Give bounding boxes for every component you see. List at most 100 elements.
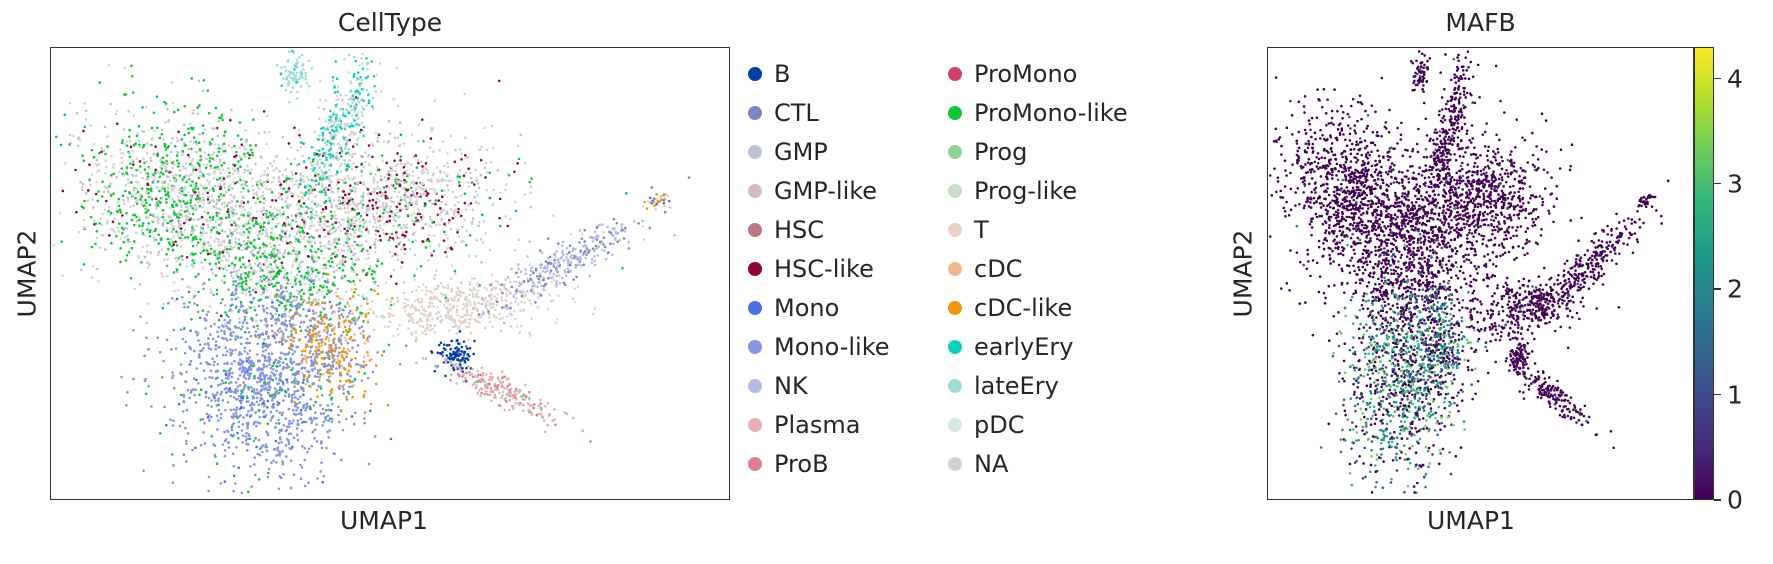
cell-point	[267, 219, 270, 222]
cell-point	[277, 222, 281, 225]
cell-point	[440, 200, 443, 204]
cell-point	[171, 197, 174, 201]
cell-point	[336, 354, 340, 357]
cell-point	[381, 159, 385, 163]
cell-point	[311, 353, 315, 356]
cell-point	[413, 195, 417, 198]
cell-point	[383, 175, 387, 179]
cell-point	[311, 163, 314, 167]
cell-point	[245, 357, 249, 360]
cell-point	[397, 144, 401, 148]
cell-point	[214, 340, 218, 343]
cell-point	[320, 446, 324, 450]
cell-point	[269, 231, 273, 235]
cell-point	[239, 401, 243, 405]
cell-point	[326, 368, 330, 372]
cell-point	[324, 342, 327, 346]
cell-point	[374, 203, 377, 207]
cell-point	[374, 131, 378, 135]
cell-point	[84, 117, 88, 121]
cell-point	[324, 266, 328, 270]
cell-point	[457, 234, 460, 238]
cell-point	[361, 203, 365, 206]
cell-point	[140, 195, 143, 198]
cell-point	[317, 149, 321, 152]
cell-point	[133, 213, 137, 217]
cell-point	[344, 181, 347, 184]
cell-point	[348, 184, 352, 187]
cell-point	[144, 211, 148, 214]
cell-point	[388, 211, 392, 215]
cell-point	[258, 335, 261, 339]
cell-point	[139, 193, 143, 196]
cell-point	[299, 303, 303, 306]
cell-point	[446, 173, 449, 177]
cell-point	[226, 430, 230, 434]
cell-point	[246, 187, 250, 191]
cell-point	[234, 411, 238, 415]
cell-point	[322, 215, 326, 218]
cell-point	[149, 195, 152, 198]
cell-point	[529, 205, 533, 209]
cell-point	[374, 382, 378, 386]
cell-point	[210, 199, 214, 202]
cell-point	[236, 389, 240, 392]
cell-point	[363, 411, 367, 414]
cell-point	[206, 416, 210, 419]
cell-point	[242, 232, 246, 236]
cell-point	[222, 134, 226, 137]
cell-point	[336, 178, 340, 182]
cell-point	[230, 362, 233, 366]
cell-point	[329, 408, 333, 412]
cell-point	[336, 358, 340, 361]
cell-point	[166, 221, 170, 225]
cell-point	[176, 289, 180, 292]
cell-point	[180, 192, 183, 196]
cell-point	[125, 234, 129, 238]
cell-point	[424, 246, 428, 249]
cell-point	[409, 186, 413, 190]
cell-point	[417, 139, 420, 143]
cell-point	[223, 454, 227, 458]
cell-point	[208, 262, 212, 266]
cell-point	[191, 112, 195, 115]
cell-point	[365, 104, 368, 107]
cell-point	[192, 165, 195, 169]
cell-point	[198, 133, 201, 136]
cell-point	[468, 171, 472, 175]
cell-point	[262, 309, 266, 313]
cell-point	[259, 298, 263, 301]
cell-point	[233, 245, 236, 248]
cell-point	[352, 162, 355, 165]
cell-point	[246, 424, 249, 428]
cell-point	[259, 319, 263, 322]
cell-point	[234, 482, 237, 485]
cell-point	[337, 364, 341, 368]
cell-point	[272, 334, 276, 338]
cell-point	[253, 374, 256, 378]
cell-point	[235, 406, 239, 409]
cell-point	[204, 166, 208, 169]
cell-point	[276, 252, 279, 256]
cell-point	[372, 96, 375, 100]
cell-point	[314, 274, 318, 278]
cell-point	[159, 171, 163, 174]
cell-point	[223, 330, 226, 333]
cell-point	[342, 249, 346, 252]
cell-point	[155, 126, 159, 130]
cell-point	[278, 269, 281, 272]
cell-point	[506, 172, 510, 175]
cell-point	[358, 130, 362, 134]
cell-point	[217, 120, 221, 123]
cell-point	[189, 389, 193, 393]
cell-point	[151, 230, 154, 233]
cell-point	[317, 247, 320, 251]
cell-point	[236, 180, 239, 184]
cell-point	[399, 159, 402, 162]
cell-point	[299, 408, 303, 412]
cell-point	[269, 270, 272, 274]
cell-point	[325, 331, 329, 334]
cell-point	[454, 148, 457, 152]
cell-point	[241, 434, 245, 437]
cell-point	[408, 196, 412, 200]
